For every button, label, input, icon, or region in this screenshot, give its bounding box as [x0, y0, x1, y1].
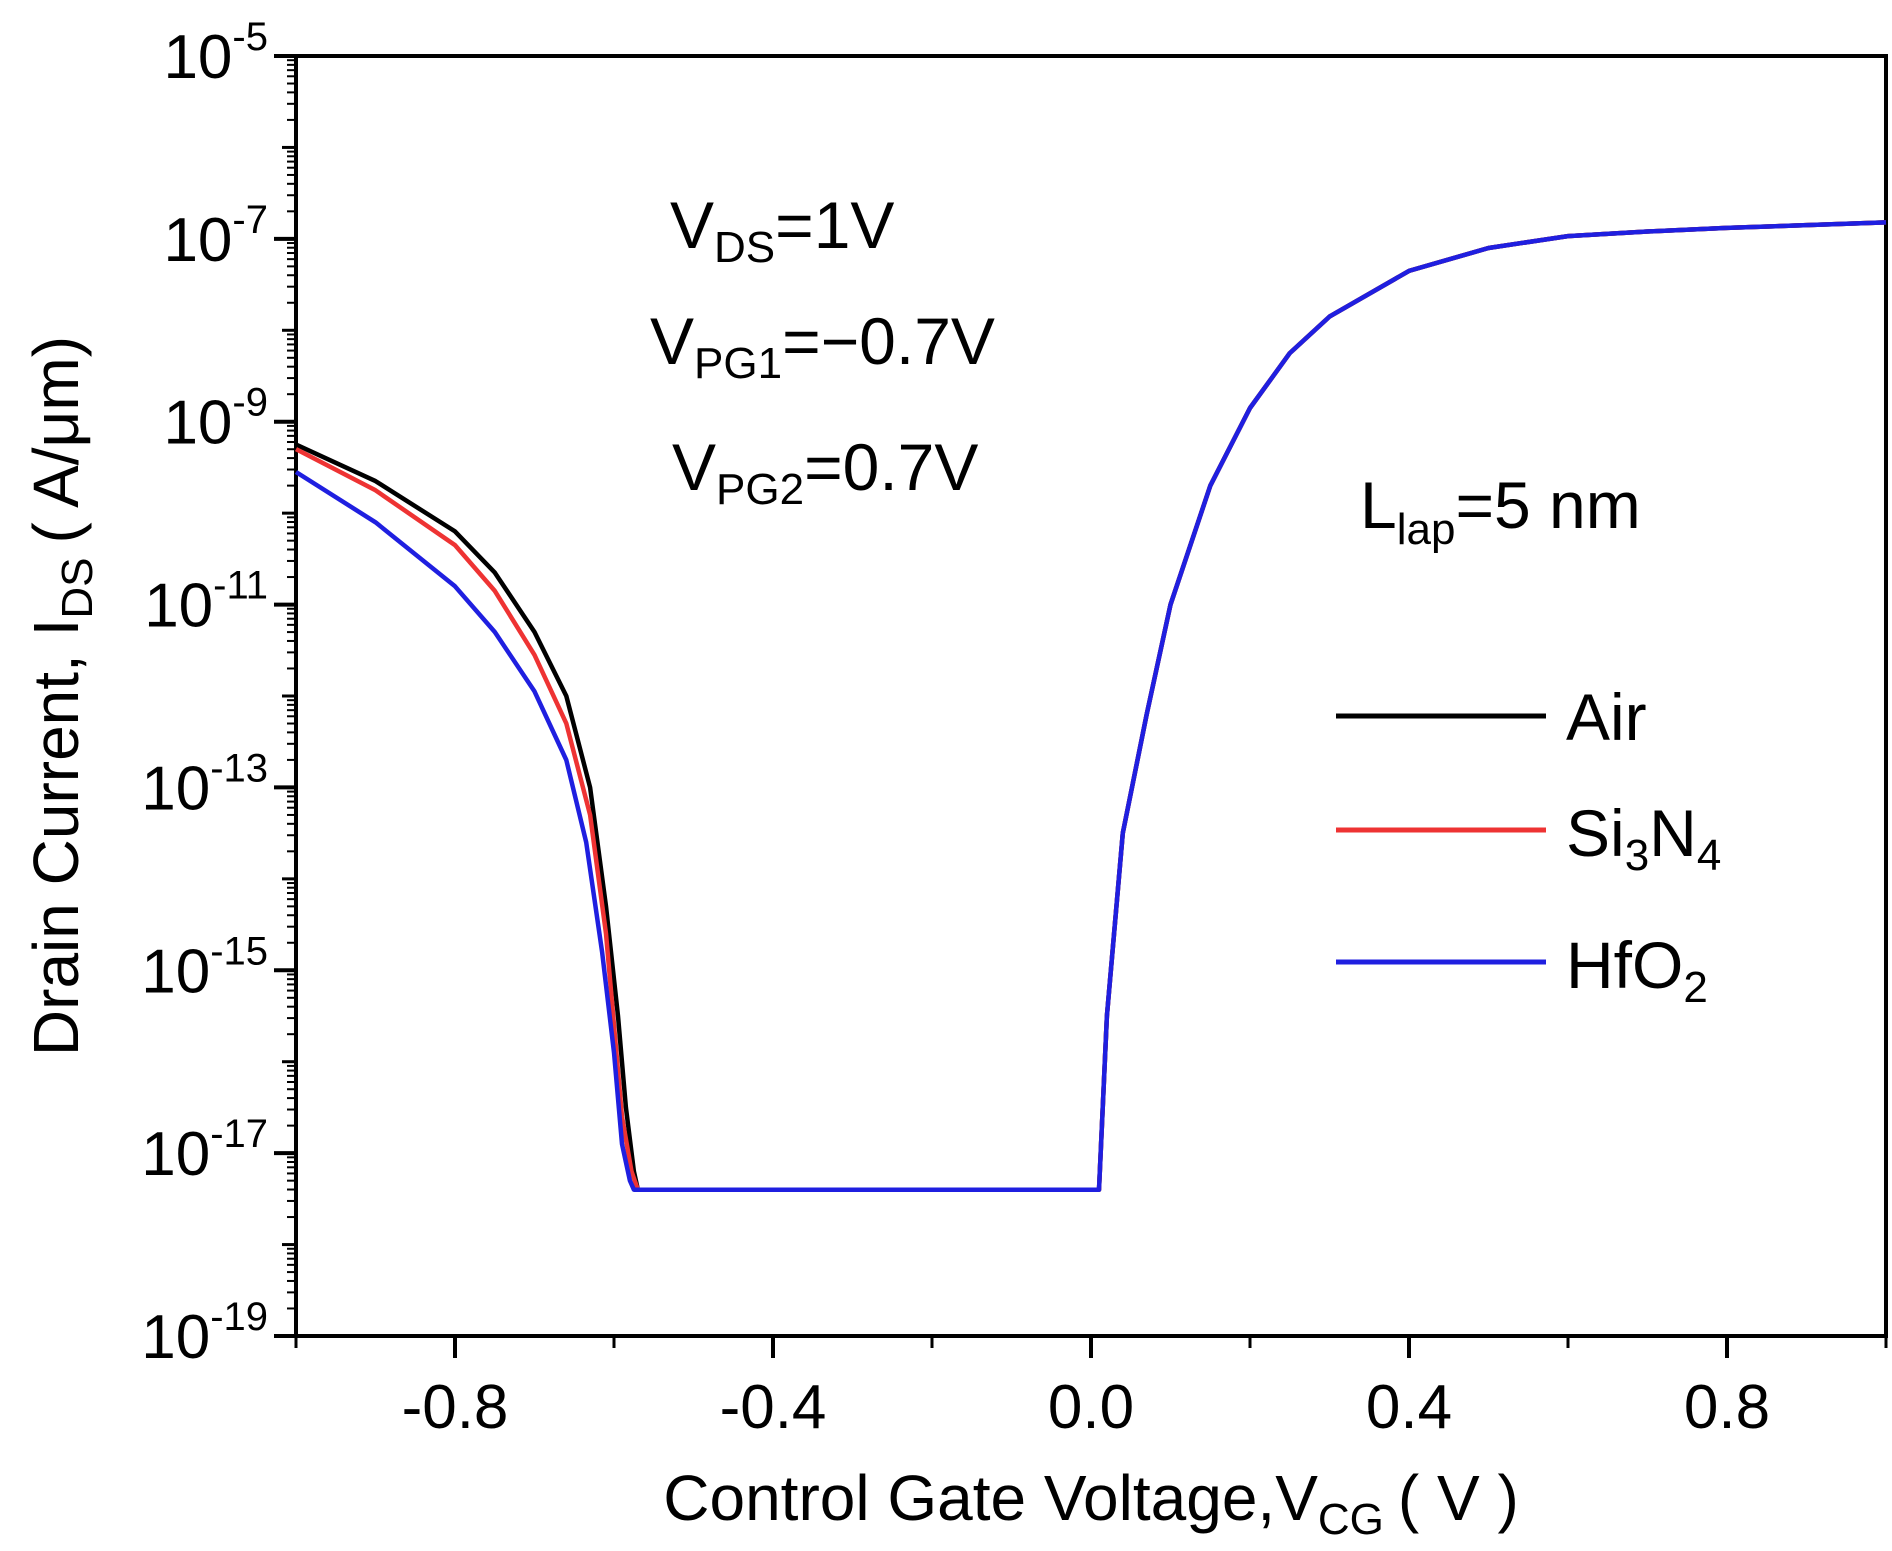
x-axis-title: Control Gate Voltage,VCG( V )	[663, 1462, 1519, 1544]
series-line-si3n4	[294, 220, 1887, 1192]
y-tick-labels: 10-5 10-7 10-9 10-11 10-13 10-15 10-17 10-19	[141, 15, 268, 1372]
y-tick-label: 10-17	[141, 1112, 268, 1189]
series-line-hfo2	[294, 220, 1887, 1192]
y-tick-label: 10-19	[141, 1295, 268, 1372]
x-tick-labels: -0.8 -0.4 0.0 0.4 0.8	[402, 1373, 1771, 1442]
x-tick-label: 0.8	[1684, 1373, 1770, 1442]
series-line-air	[295, 220, 1887, 1192]
legend: Air Si3N4 HfO2	[1336, 680, 1721, 1012]
minor-ticks	[282, 59, 1888, 1348]
annotation-vpg2: VPG2=0.7V	[672, 430, 978, 514]
legend-label-si3n4: Si3N4	[1566, 796, 1721, 880]
y-tick-label: 10-15	[141, 929, 268, 1006]
x-tick-label: 0.4	[1366, 1373, 1452, 1442]
annotation-llap: Llap=5 nm	[1360, 468, 1641, 554]
annotation-vds: VDS=1V	[670, 188, 894, 272]
y-tick-label: 10-5	[163, 15, 268, 92]
series-lines	[294, 220, 1887, 1192]
annotation-vpg1: VPG1=−0.7V	[650, 304, 995, 388]
legend-label-air: Air	[1566, 680, 1647, 754]
y-tick-label: 10-11	[144, 564, 268, 641]
y-tick-label: 10-9	[163, 381, 268, 458]
y-tick-label: 10-7	[163, 198, 268, 275]
y-tick-label: 10-13	[141, 746, 268, 823]
x-tick-label: -0.4	[720, 1373, 827, 1442]
x-tick-label: 0.0	[1048, 1373, 1134, 1442]
x-tick-label: -0.8	[402, 1373, 509, 1442]
legend-label-hfo2: HfO2	[1566, 928, 1708, 1012]
y-axis-title: Drain Current, IDS( A/μm)	[20, 336, 102, 1056]
major-ticks	[274, 54, 1729, 1358]
